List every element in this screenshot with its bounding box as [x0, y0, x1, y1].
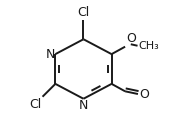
Text: Cl: Cl	[77, 6, 90, 19]
Text: Cl: Cl	[29, 98, 41, 111]
Text: O: O	[139, 87, 149, 100]
Text: CH₃: CH₃	[138, 41, 159, 51]
Text: N: N	[79, 99, 88, 112]
Text: N: N	[45, 48, 55, 61]
Text: O: O	[126, 32, 136, 45]
